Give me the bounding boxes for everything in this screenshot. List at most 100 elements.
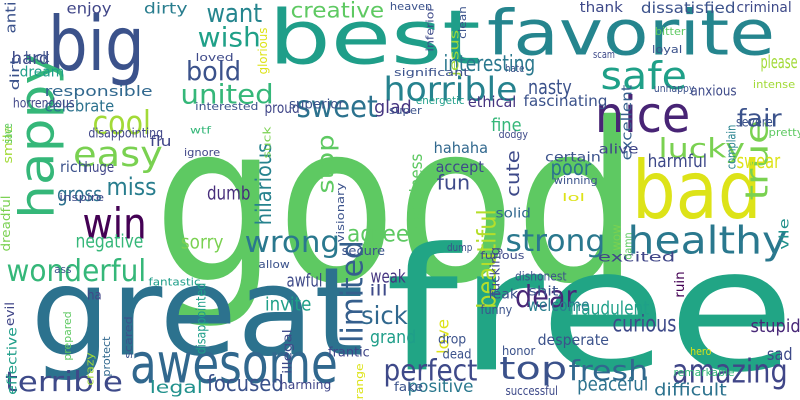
word-fascinating: fascinating: [523, 93, 607, 110]
word-top: top: [498, 351, 567, 387]
word-excited: excited: [597, 249, 676, 264]
word-curious: curious: [612, 311, 676, 338]
word-nice: nice: [594, 85, 691, 144]
word-poor: poor: [550, 156, 591, 181]
word-free: free: [384, 211, 796, 400]
word-win: win: [81, 198, 147, 249]
word-accept: accept: [435, 159, 484, 176]
word-best: best: [267, 0, 481, 81]
word-horrible: horrible: [383, 70, 517, 109]
word-winning: winning: [553, 174, 598, 187]
word-complain: complain: [724, 124, 738, 169]
word-negative: negative: [75, 231, 143, 254]
word-glorious: glorious: [256, 27, 271, 74]
word-sweet: sweet: [295, 89, 378, 124]
word-dream: dream: [19, 64, 64, 80]
word-inferior: inferior: [423, 6, 437, 52]
word-disappointed: disappointed: [194, 282, 210, 355]
word-ignore: ignore: [183, 146, 221, 159]
word-crazy: crazy: [83, 352, 96, 386]
word-difficult: difficult: [654, 379, 727, 400]
word-damn: damn: [622, 231, 636, 260]
word-successful: successful: [504, 384, 558, 398]
word-hard: hard: [10, 48, 50, 69]
word-lol: lol: [561, 191, 586, 204]
word-enjoy: enjoy: [65, 0, 112, 18]
word-wrong: wrong: [244, 225, 340, 260]
word-dodgy: dodgy: [498, 128, 528, 141]
word-significant: significant: [394, 66, 469, 79]
word-sick: sick: [361, 302, 408, 332]
word-ethical: ethical: [467, 95, 517, 112]
word-ill: ill: [368, 281, 388, 300]
word-proud: proud: [263, 101, 300, 118]
word-strange: strange: [353, 363, 366, 400]
word-cool: cool: [91, 104, 151, 143]
word-fantastic: fantastic: [147, 276, 201, 289]
word-ha: ha: [87, 288, 102, 303]
word-funny: funny: [480, 303, 512, 317]
word-happiness: happiness: [408, 153, 427, 230]
word-protect: protect: [100, 335, 114, 377]
word-perfect: perfect: [383, 354, 477, 388]
word-agree: agree: [346, 221, 410, 248]
word-hero: hero: [690, 345, 712, 358]
word-loyal: loyal: [651, 43, 683, 56]
word-dreadful: dreadful: [0, 194, 14, 252]
word-ass: ass: [54, 263, 72, 276]
word-awful: awful: [285, 270, 323, 292]
word-dirt: dirt: [9, 57, 24, 91]
word-easy: easy: [73, 133, 163, 175]
word-flu: flu: [149, 134, 172, 150]
word-good: good: [153, 76, 639, 333]
word-prepared: prepared: [60, 310, 74, 361]
word-fine: fine: [491, 114, 522, 136]
word-dissatisfied: dissatisfied: [640, 0, 736, 17]
word-thank: thank: [579, 0, 623, 16]
word-safe: safe: [600, 54, 687, 99]
word-effective: effective: [5, 326, 21, 395]
word-harming: harming: [279, 378, 332, 392]
word-suck: suck: [260, 126, 273, 158]
word-creative: creative: [290, 0, 384, 23]
word-fair: fair: [736, 104, 782, 133]
word-united: united: [179, 79, 274, 112]
word-fresh: fresh: [568, 354, 648, 387]
word-peaceful: peaceful: [577, 372, 649, 395]
word-hate: hate: [505, 62, 525, 75]
word-criminal: criminal: [735, 0, 792, 16]
word-interesting: interesting: [443, 50, 535, 77]
word-grand: grand: [369, 326, 417, 348]
word-bold: bold: [185, 56, 242, 88]
word-solid: solid: [495, 205, 531, 220]
word-great: great: [29, 241, 364, 384]
word-please: please: [759, 51, 798, 73]
word-disappointing: disappointing: [87, 126, 163, 141]
word-lucky: lucky: [657, 133, 745, 165]
word-dear: dear: [515, 279, 577, 314]
word-loved: loved: [194, 51, 234, 64]
word-anxious: anxious: [689, 83, 737, 99]
word-honor: honor: [501, 344, 536, 358]
word-dumb: dumb: [206, 183, 251, 206]
word-certain: certain: [545, 149, 601, 164]
word-pretty: pretty: [767, 126, 800, 139]
word-dishonest: dishonest: [515, 270, 567, 284]
word-frantic: frantic: [328, 344, 370, 359]
word-glad: glad: [374, 96, 412, 118]
word-unhappy: unhappy: [653, 82, 695, 95]
word-favorite: favorite: [486, 0, 776, 70]
word-bitter: bitter: [654, 25, 686, 38]
word-superior: superior: [289, 96, 344, 111]
word-wish: wish: [197, 22, 261, 54]
word-rich: rich: [60, 160, 87, 177]
word-responsible: responsible: [43, 82, 153, 100]
word-swear: swear: [736, 150, 780, 174]
word-ruin: ruin: [673, 271, 688, 298]
word-fraudulent: fraudulent: [569, 297, 649, 320]
word-fun: fun: [436, 172, 470, 196]
word-celebrate: celebrate: [44, 96, 114, 116]
word-nasty: nasty: [528, 76, 572, 100]
word-furious: furious: [480, 249, 525, 262]
word-scared: scared: [122, 315, 136, 359]
